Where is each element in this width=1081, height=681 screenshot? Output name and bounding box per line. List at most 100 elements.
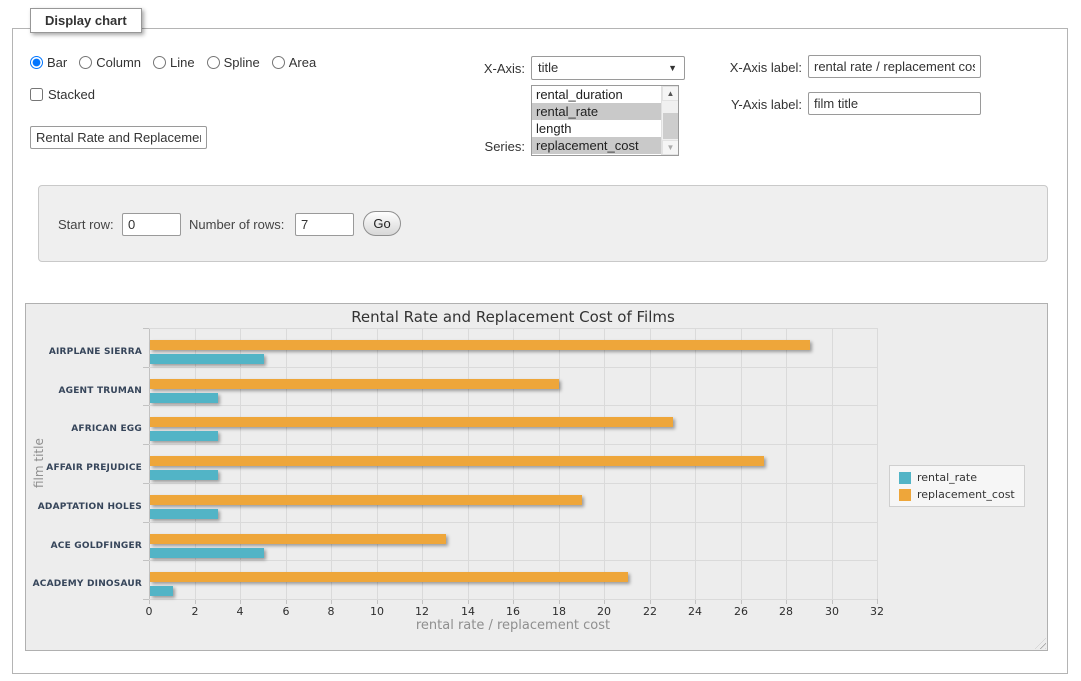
category-label: ACADEMY DINOSAUR <box>26 579 142 589</box>
x-tick-label: 18 <box>539 605 579 618</box>
x-axis-select-value: title <box>538 60 558 75</box>
scroll-down-icon[interactable]: ▼ <box>662 140 679 155</box>
legend-swatch-icon <box>899 472 911 484</box>
category-label: ACE GOLDFINGER <box>26 541 142 551</box>
x-axis-select-label: X-Axis: <box>455 61 525 76</box>
chart-type-radio-line[interactable] <box>153 56 166 69</box>
x-tick-label: 2 <box>175 605 215 618</box>
chart-legend: rental_rate replacement_cost <box>889 465 1025 507</box>
series-options: rental_durationrental_ratelengthreplacem… <box>532 86 661 154</box>
gridline <box>149 328 877 329</box>
bar-rental_rate[interactable] <box>150 548 264 558</box>
chart-title: Rental Rate and Replacement Cost of Film… <box>149 308 877 326</box>
chart-plot-area <box>149 328 877 599</box>
x-tick-label: 28 <box>766 605 806 618</box>
category-label: AGENT TRUMAN <box>26 386 142 396</box>
number-of-rows-label: Number of rows: <box>189 217 284 232</box>
legend-item-replacement_cost[interactable]: replacement_cost <box>899 488 1015 501</box>
bar-replacement_cost[interactable] <box>150 534 446 544</box>
number-of-rows-input[interactable] <box>295 213 354 236</box>
series-option-rental_duration[interactable]: rental_duration <box>532 86 661 103</box>
chart-type-label: Spline <box>224 55 260 70</box>
chart-type-radio-bar[interactable] <box>30 56 43 69</box>
series-option-length[interactable]: length <box>532 120 661 137</box>
series-option-rental_rate[interactable]: rental_rate <box>532 103 661 120</box>
bar-replacement_cost[interactable] <box>150 379 559 389</box>
stacked-checkbox[interactable] <box>30 88 43 101</box>
chart-type-label: Bar <box>47 55 67 70</box>
bar-replacement_cost[interactable] <box>150 340 810 350</box>
bar-rental_rate[interactable] <box>150 354 264 364</box>
x-tick-label: 30 <box>812 605 852 618</box>
start-row-input[interactable] <box>122 213 181 236</box>
chart-type-radio-group: Bar Column Line Spline Area <box>30 55 328 70</box>
chart-type-radio-spline[interactable] <box>207 56 220 69</box>
legend-label: rental_rate <box>917 471 977 484</box>
gridline <box>149 560 877 561</box>
category-label: AFRICAN EGG <box>26 424 142 434</box>
gridline <box>149 444 877 445</box>
panel-title: Display chart <box>30 8 142 33</box>
category-label: AFFAIR PREJUDICE <box>26 463 142 473</box>
chart-container: Rental Rate and Replacement Cost of Film… <box>25 303 1048 651</box>
chart-type-label: Column <box>96 55 141 70</box>
legend-swatch-icon <box>899 489 911 501</box>
gridline <box>149 483 877 484</box>
axis-tick <box>143 560 149 561</box>
scroll-up-icon[interactable]: ▲ <box>662 86 679 101</box>
bar-replacement_cost[interactable] <box>150 417 673 427</box>
x-tick-label: 8 <box>311 605 351 618</box>
x-tick-label: 26 <box>721 605 761 618</box>
gridline <box>877 328 878 599</box>
legend-item-rental_rate[interactable]: rental_rate <box>899 471 1015 484</box>
bar-replacement_cost[interactable] <box>150 572 628 582</box>
bar-replacement_cost[interactable] <box>150 495 582 505</box>
bar-rental_rate[interactable] <box>150 431 218 441</box>
axis-tick <box>143 483 149 484</box>
app-page: Display chart Bar Column Line Spline Area St… <box>0 0 1081 681</box>
chart-type-option-spline: Spline <box>207 55 260 70</box>
y-axis-label-input[interactable] <box>808 92 981 115</box>
go-button[interactable]: Go <box>363 211 401 236</box>
resize-grip-icon[interactable] <box>1035 638 1046 649</box>
x-axis-select[interactable]: title ▼ <box>531 56 685 80</box>
bar-replacement_cost[interactable] <box>150 456 764 466</box>
chart-type-radio-column[interactable] <box>79 56 92 69</box>
y-axis-label-label: Y-Axis label: <box>700 97 802 112</box>
chart-title-input[interactable] <box>30 126 207 149</box>
bar-rental_rate[interactable] <box>150 509 218 519</box>
gridline <box>149 599 877 600</box>
chevron-down-icon: ▼ <box>668 64 677 73</box>
axis-tick <box>143 367 149 368</box>
series-listbox[interactable]: rental_durationrental_ratelengthreplacem… <box>531 85 679 156</box>
x-tick-label: 14 <box>448 605 488 618</box>
series-list-label: Series: <box>460 139 525 154</box>
bar-rental_rate[interactable] <box>150 470 218 480</box>
bar-rental_rate[interactable] <box>150 586 173 596</box>
chart-type-option-bar: Bar <box>30 55 67 70</box>
legend-label: replacement_cost <box>917 488 1015 501</box>
x-tick-label: 16 <box>493 605 533 618</box>
start-row-label: Start row: <box>58 217 114 232</box>
chart-type-option-area: Area <box>272 55 316 70</box>
x-tick-label: 20 <box>584 605 624 618</box>
scrollbar-thumb[interactable] <box>663 113 678 139</box>
series-option-replacement_cost[interactable]: replacement_cost <box>532 137 661 154</box>
bar-rental_rate[interactable] <box>150 393 218 403</box>
x-axis-label-input[interactable] <box>808 55 981 78</box>
chart-type-label: Line <box>170 55 195 70</box>
x-tick-label: 0 <box>129 605 169 618</box>
x-tick-label: 22 <box>630 605 670 618</box>
x-tick-label: 4 <box>220 605 260 618</box>
gridline <box>149 367 877 368</box>
x-tick-label: 12 <box>402 605 442 618</box>
chart-x-axis-title: rental rate / replacement cost <box>149 618 877 633</box>
x-tick-label: 32 <box>857 605 897 618</box>
x-tick-label: 24 <box>675 605 715 618</box>
chart-type-radio-area[interactable] <box>272 56 285 69</box>
axis-tick <box>143 405 149 406</box>
series-scrollbar[interactable]: ▲ ▼ <box>661 86 678 155</box>
axis-tick <box>143 444 149 445</box>
axis-tick <box>143 522 149 523</box>
gridline <box>832 328 833 599</box>
